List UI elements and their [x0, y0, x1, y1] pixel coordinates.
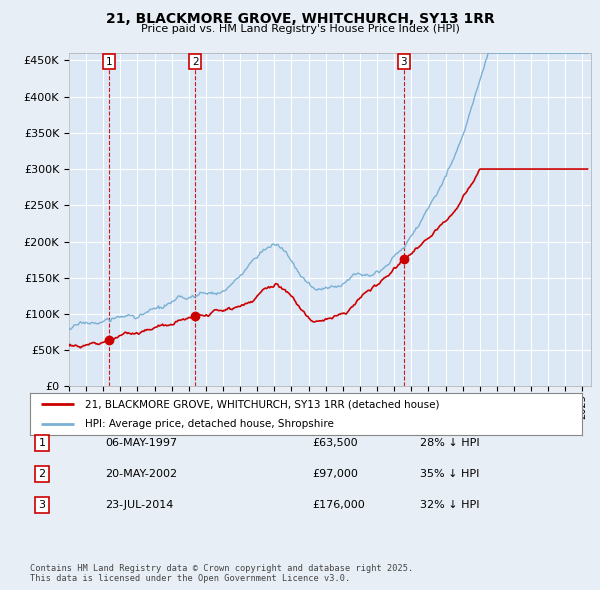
Text: £176,000: £176,000: [312, 500, 365, 510]
Text: 3: 3: [400, 57, 407, 67]
Text: 06-MAY-1997: 06-MAY-1997: [105, 438, 177, 448]
Text: 20-MAY-2002: 20-MAY-2002: [105, 469, 177, 479]
Text: 21, BLACKMORE GROVE, WHITCHURCH, SY13 1RR: 21, BLACKMORE GROVE, WHITCHURCH, SY13 1R…: [106, 12, 494, 26]
Text: 21, BLACKMORE GROVE, WHITCHURCH, SY13 1RR (detached house): 21, BLACKMORE GROVE, WHITCHURCH, SY13 1R…: [85, 399, 440, 409]
Text: 35% ↓ HPI: 35% ↓ HPI: [420, 469, 479, 479]
Text: 32% ↓ HPI: 32% ↓ HPI: [420, 500, 479, 510]
Text: Contains HM Land Registry data © Crown copyright and database right 2025.
This d: Contains HM Land Registry data © Crown c…: [30, 563, 413, 583]
Text: HPI: Average price, detached house, Shropshire: HPI: Average price, detached house, Shro…: [85, 419, 334, 429]
Text: 23-JUL-2014: 23-JUL-2014: [105, 500, 173, 510]
Text: Price paid vs. HM Land Registry's House Price Index (HPI): Price paid vs. HM Land Registry's House …: [140, 24, 460, 34]
Text: 1: 1: [106, 57, 113, 67]
Text: £97,000: £97,000: [312, 469, 358, 479]
Text: 3: 3: [38, 500, 46, 510]
Text: 1: 1: [38, 438, 46, 448]
Text: £63,500: £63,500: [312, 438, 358, 448]
Text: 2: 2: [38, 469, 46, 479]
Text: 2: 2: [192, 57, 199, 67]
Text: 28% ↓ HPI: 28% ↓ HPI: [420, 438, 479, 448]
